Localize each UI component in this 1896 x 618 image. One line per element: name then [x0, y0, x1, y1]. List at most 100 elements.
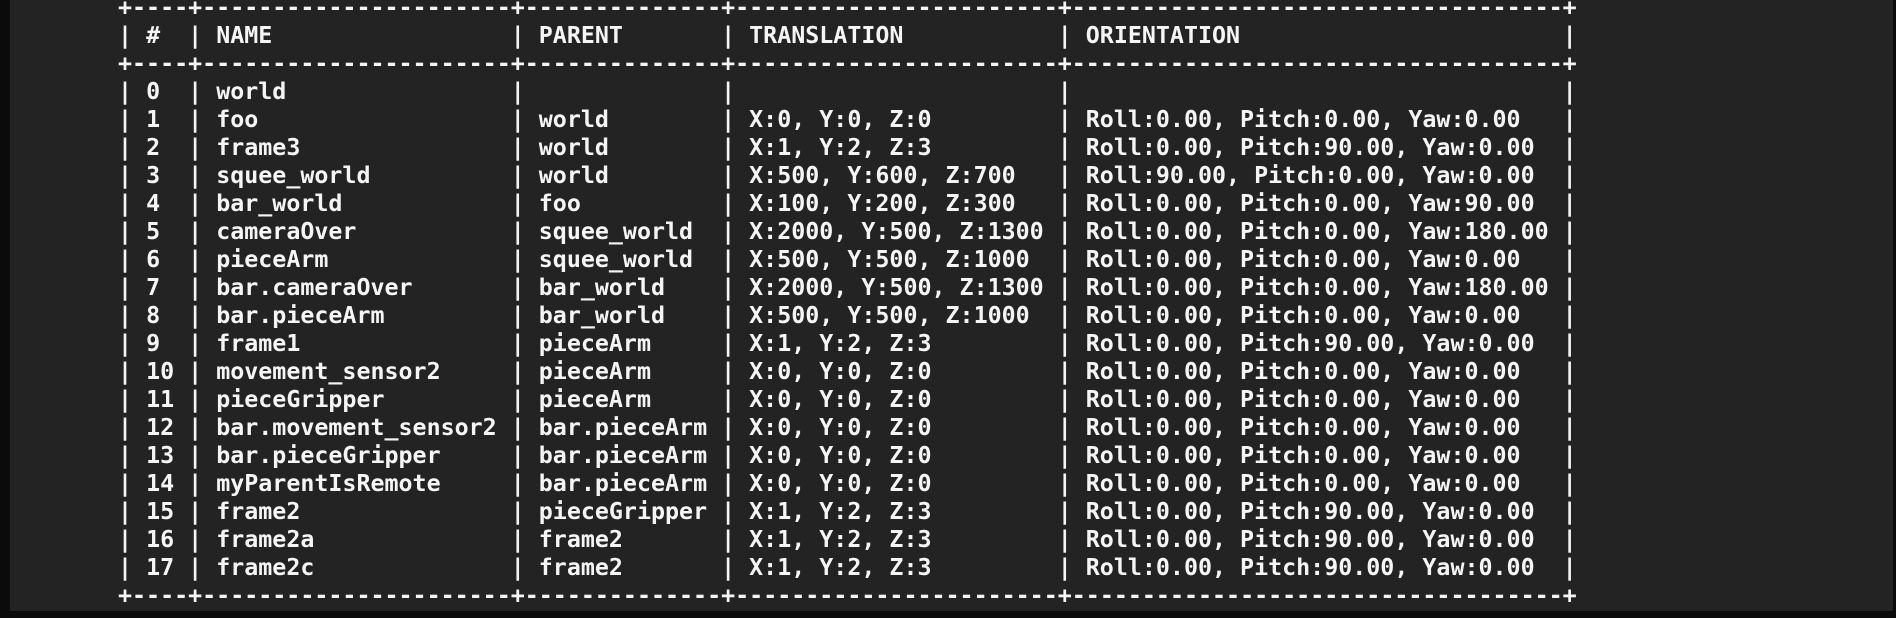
cell-orientation: Roll:0.00, Pitch:90.00, Yaw:0.00: [1085, 498, 1535, 525]
table-border: +----+----------------------+-----------…: [118, 582, 1577, 609]
column-separator: |: [1043, 22, 1086, 49]
column-separator: |: [1548, 274, 1577, 301]
column-separator: |: [707, 414, 750, 441]
cell-index: 4: [146, 190, 161, 217]
column-separator: |: [118, 386, 147, 413]
column-separator: |: [174, 386, 217, 413]
column-separator: |: [118, 134, 147, 161]
column-separator: |: [1043, 274, 1086, 301]
cell-translation: X:1, Y:2, Z:3: [749, 498, 932, 525]
column-separator: |: [1043, 554, 1086, 581]
cell-orientation: Roll:0.00, Pitch:0.00, Yaw:0.00: [1085, 470, 1521, 497]
table-row: | 1 | foo | world | X:0, Y:0, Z:0 | Roll…: [118, 106, 1893, 134]
cell-parent: squee_world: [538, 218, 694, 245]
column-separator: |: [707, 190, 750, 217]
terminal-screen: +----+----------------------+-----------…: [10, 0, 1893, 611]
table-row: | 9 | frame1 | pieceArm | X:1, Y:2, Z:3 …: [118, 330, 1893, 358]
column-separator: |: [707, 470, 750, 497]
cell-name: movement_sensor2: [216, 358, 441, 385]
column-separator: |: [174, 22, 217, 49]
cell-index: 8: [146, 302, 161, 329]
column-separator: |: [1548, 106, 1577, 133]
cell-name: foo: [216, 106, 259, 133]
cell-orientation: Roll:0.00, Pitch:0.00, Yaw:0.00: [1085, 358, 1521, 385]
column-separator: |: [707, 358, 750, 385]
column-separator: |: [118, 274, 147, 301]
column-separator: |: [496, 134, 539, 161]
cell-parent: pieceArm: [538, 386, 651, 413]
column-separator: |: [118, 218, 147, 245]
cell-name: pieceGripper: [216, 386, 385, 413]
cell-name: frame2c: [216, 554, 315, 581]
column-separator: |: [118, 106, 147, 133]
column-separator: |: [707, 274, 750, 301]
column-separator: |: [118, 302, 147, 329]
column-separator: |: [174, 358, 217, 385]
header-cell-index: #: [146, 22, 161, 49]
cell-parent: bar_world: [538, 274, 666, 301]
column-separator: |: [496, 274, 539, 301]
column-separator: |: [118, 470, 147, 497]
cell-index: 15: [146, 498, 175, 525]
column-separator: |: [118, 246, 147, 273]
cell-translation: X:0, Y:0, Z:0: [749, 386, 932, 413]
column-separator: |: [118, 78, 147, 105]
column-separator: |: [1548, 386, 1577, 413]
cell-name: bar.pieceGripper: [216, 442, 441, 469]
column-separator: |: [496, 526, 539, 553]
table-row: | 5 | cameraOver | squee_world | X:2000,…: [118, 218, 1893, 246]
column-separator: |: [1043, 106, 1086, 133]
column-separator: |: [174, 498, 217, 525]
cell-parent: frame2: [538, 526, 623, 553]
header-cell-parent: PARENT: [538, 22, 623, 49]
column-separator: |: [174, 78, 217, 105]
column-separator: |: [1548, 358, 1577, 385]
cell-name: bar.movement_sensor2: [216, 414, 497, 441]
cell-name: frame2: [216, 498, 301, 525]
cell-translation: X:1, Y:2, Z:3: [749, 554, 932, 581]
header-cell-orientation: ORIENTATION: [1085, 22, 1241, 49]
column-separator: |: [174, 106, 217, 133]
column-separator: |: [1548, 554, 1577, 581]
column-separator: |: [707, 162, 750, 189]
cell-parent: world: [538, 162, 609, 189]
column-separator: |: [174, 302, 217, 329]
cell-index: 2: [146, 134, 161, 161]
table-border: +----+----------------------+-----------…: [118, 50, 1577, 77]
column-separator: |: [1548, 498, 1577, 525]
cell-name: frame2a: [216, 526, 315, 553]
column-separator: |: [707, 218, 750, 245]
cell-parent: world: [538, 134, 609, 161]
column-separator: |: [1043, 386, 1086, 413]
cell-orientation: Roll:0.00, Pitch:0.00, Yaw:90.00: [1085, 190, 1535, 217]
table-row: | 8 | bar.pieceArm | bar_world | X:500, …: [118, 302, 1893, 330]
cell-name: bar_world: [216, 190, 343, 217]
cell-parent: pieceArm: [538, 358, 651, 385]
column-separator: |: [174, 526, 217, 553]
table-row: | 10 | movement_sensor2 | pieceArm | X:0…: [118, 358, 1893, 386]
column-separator: |: [1548, 22, 1577, 49]
cell-index: 14: [146, 470, 175, 497]
table-row: | 16 | frame2a | frame2 | X:1, Y:2, Z:3 …: [118, 526, 1893, 554]
cell-orientation: Roll:0.00, Pitch:0.00, Yaw:180.00: [1085, 274, 1549, 301]
table-border: +----+----------------------+-----------…: [118, 0, 1577, 21]
cell-parent: bar.pieceArm: [538, 470, 708, 497]
column-separator: |: [174, 330, 217, 357]
column-separator: |: [496, 218, 539, 245]
column-separator: |: [707, 386, 750, 413]
column-separator: |: [496, 554, 539, 581]
cell-translation: X:1, Y:2, Z:3: [749, 134, 932, 161]
column-separator: |: [1548, 470, 1577, 497]
cell-name: world: [216, 78, 287, 105]
column-separator: |: [1548, 78, 1577, 105]
cell-parent: bar.pieceArm: [538, 414, 708, 441]
column-separator: |: [118, 22, 147, 49]
cell-orientation: Roll:0.00, Pitch:0.00, Yaw:0.00: [1085, 246, 1521, 273]
cell-parent: bar.pieceArm: [538, 442, 708, 469]
cell-index: 17: [146, 554, 175, 581]
column-separator: |: [707, 134, 750, 161]
cell-name: squee_world: [216, 162, 371, 189]
table-row: | 0 | world | | | |: [118, 78, 1893, 106]
table-row: | 14 | myParentIsRemote | bar.pieceArm |…: [118, 470, 1893, 498]
